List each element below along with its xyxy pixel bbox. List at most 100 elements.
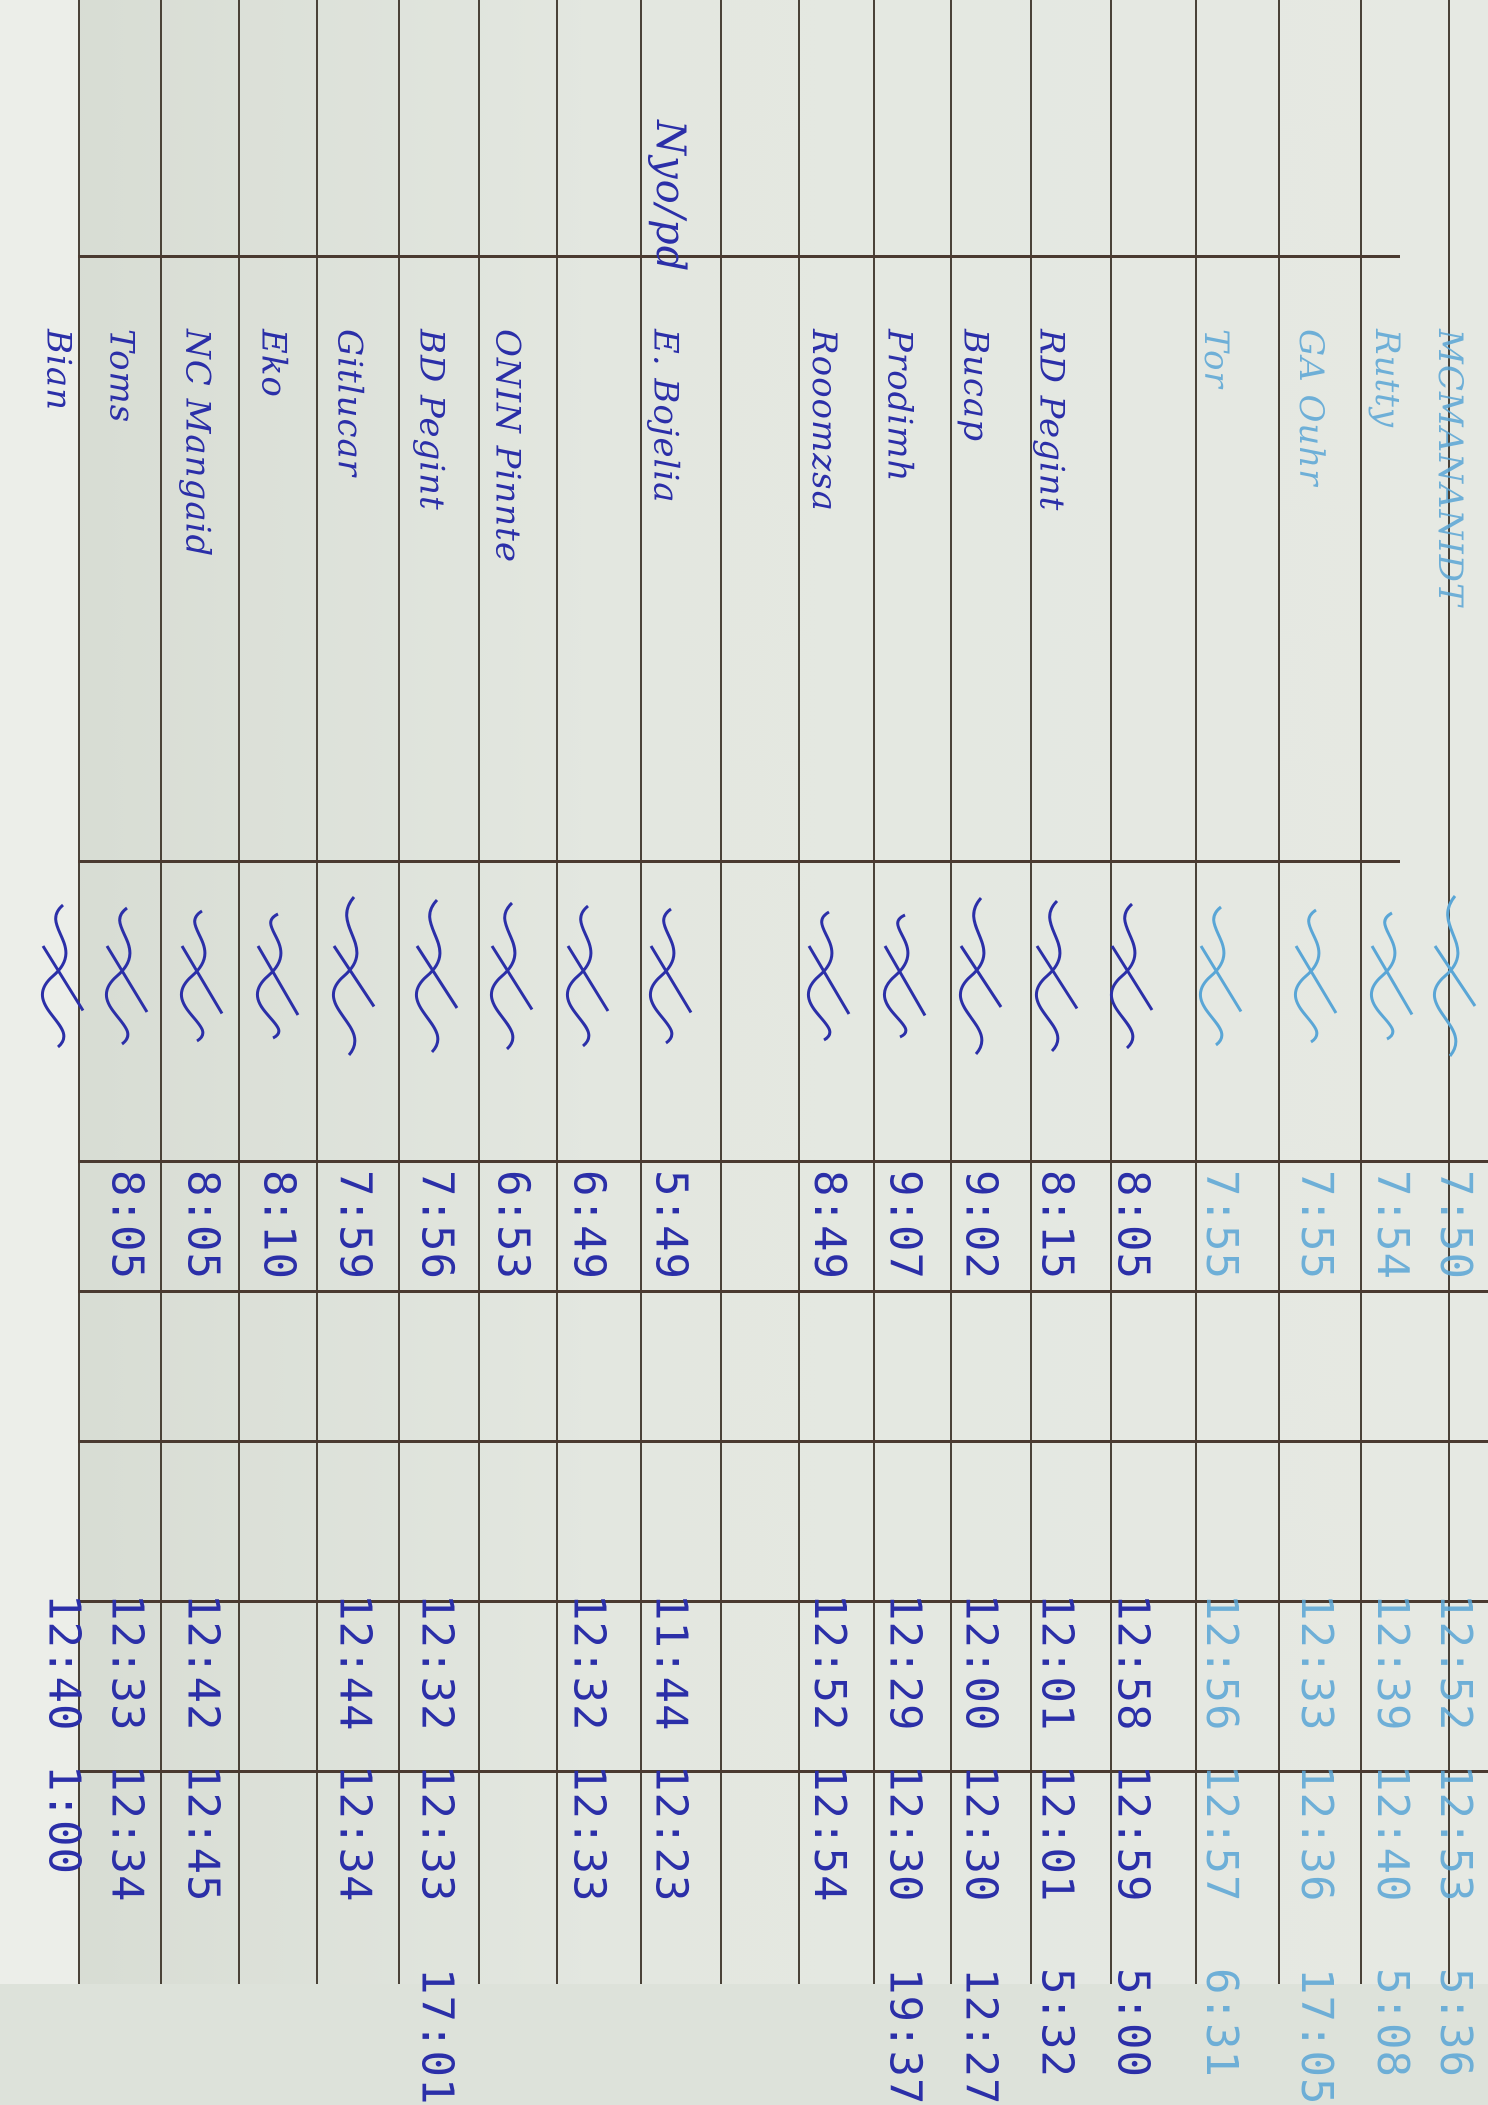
grid-line [78, 860, 1400, 863]
signature-icon [958, 896, 1002, 1055]
grid-line [78, 1440, 1488, 1443]
grid-line [78, 1600, 1488, 1603]
time-in-cell: 9:02 [955, 1170, 1007, 1281]
lunch-out-cell: 12:44 [329, 1594, 381, 1732]
name-cell: ONIN Pinnte [487, 328, 528, 563]
time-in-cell: 9:07 [879, 1170, 931, 1281]
name-cell: Gitlucar [329, 328, 370, 478]
signature-icon [1293, 908, 1338, 1043]
lunch-out-cell: 12:52 [803, 1594, 855, 1732]
lunch-in-cell: 12:23 [645, 1765, 697, 1903]
grid-line [798, 0, 800, 1984]
name-cell: NC Mangaid [177, 328, 218, 558]
time-out-cell: 5:08 [1366, 1967, 1418, 2078]
time-in-cell: 7:59 [329, 1170, 381, 1281]
signature-icon [332, 895, 376, 1056]
name-cell: MCMANANIDT [1430, 328, 1471, 607]
lunch-out-cell: 12:00 [955, 1594, 1007, 1732]
signature-icon [806, 910, 851, 1042]
signature-icon [180, 909, 224, 1042]
lunch-in-cell: 12:34 [101, 1765, 153, 1903]
grid-line [556, 0, 558, 1984]
time-in-cell: 7:50 [1430, 1170, 1482, 1281]
time-in-cell: 8:05 [177, 1170, 229, 1281]
lunch-out-cell: 12:32 [411, 1594, 463, 1732]
lunch-out-cell: 12:40 [38, 1594, 90, 1732]
time-out-cell: 5:00 [1107, 1967, 1159, 2078]
lunch-in-cell: 12:34 [329, 1765, 381, 1903]
signature-icon [882, 913, 926, 1039]
time-in-cell: 8:15 [1031, 1170, 1083, 1281]
lunch-out-cell: 12:39 [1366, 1594, 1418, 1732]
lunch-in-cell: 12:45 [177, 1765, 229, 1903]
lunch-out-cell: 11:44 [645, 1594, 697, 1732]
lunch-in-cell: 12:59 [1107, 1765, 1159, 1903]
signature-icon [414, 898, 458, 1053]
grid-line [1360, 0, 1362, 1984]
name-cell: Tor [1196, 328, 1237, 389]
lunch-in-cell: 12:30 [955, 1765, 1007, 1903]
time-out-cell: 17:01 [411, 1967, 463, 2105]
signature-icon [566, 904, 610, 1047]
name-cell: Bian [38, 328, 79, 411]
lunch-in-cell: 12:33 [411, 1765, 463, 1903]
grid-line [78, 0, 80, 1984]
grid-line [640, 0, 642, 1984]
lunch-in-cell: 12:36 [1290, 1765, 1342, 1903]
lunch-out-cell: 12:58 [1107, 1594, 1159, 1732]
lunch-out-cell: 12:33 [101, 1594, 153, 1732]
grid-line [1195, 0, 1197, 1984]
time-in-cell: 5:49 [645, 1170, 697, 1281]
grid-line [78, 1160, 1488, 1163]
time-out-cell: 12:27 [955, 1967, 1007, 2105]
signature-icon [104, 906, 148, 1045]
time-out-cell: 17:05 [1290, 1967, 1342, 2105]
time-in-cell: 6:53 [487, 1170, 539, 1281]
time-in-cell: 8:10 [253, 1170, 305, 1281]
lunch-out-cell: 12:42 [177, 1594, 229, 1732]
signature-icon [648, 907, 692, 1044]
lunch-in-cell: 12:40 [1366, 1765, 1418, 1903]
name-cell: Rutty [1366, 328, 1407, 428]
lunch-out-cell: 12:33 [1290, 1594, 1342, 1732]
grid-line [1448, 0, 1450, 1984]
lunch-out-cell: 12:29 [879, 1594, 931, 1732]
time-in-cell: 8:05 [101, 1170, 153, 1281]
grid-line [78, 1290, 1488, 1293]
time-out-cell: 19:37 [879, 1967, 931, 2105]
name-cell: Bucap [955, 328, 996, 442]
grid-line [160, 0, 162, 1984]
signature-icon [256, 912, 300, 1040]
grid-line [78, 1770, 1488, 1773]
lunch-in-cell: 12:53 [1430, 1765, 1482, 1903]
time-out-cell: 6:31 [1196, 1967, 1248, 2078]
lunch-out-cell: 12:52 [1430, 1594, 1482, 1732]
signature-icon [1369, 911, 1414, 1041]
grid-line [873, 0, 875, 1984]
name-cell: Toms [101, 328, 142, 424]
signature-icon [490, 901, 534, 1050]
time-in-cell: 6:49 [563, 1170, 615, 1281]
name-cell: BD Pegint [411, 328, 452, 511]
time-in-cell: 7:55 [1196, 1170, 1248, 1281]
lunch-out-cell: 12:56 [1196, 1594, 1248, 1732]
time-in-cell: 7:54 [1366, 1170, 1418, 1281]
time-in-cell: 8:49 [803, 1170, 855, 1281]
grid-line [398, 0, 400, 1984]
grid-line [1030, 0, 1032, 1984]
signature-icon [1198, 905, 1243, 1046]
lunch-in-cell: 12:54 [803, 1765, 855, 1903]
signature-icon [1110, 902, 1154, 1049]
time-out-cell: 5:36 [1430, 1967, 1482, 2078]
name-cell: Eko [253, 328, 294, 398]
signature-icon [41, 903, 85, 1048]
lunch-in-cell: 12:33 [563, 1765, 615, 1903]
grid-line [478, 0, 480, 1984]
header-note: Nyo/pd [647, 120, 693, 273]
lunch-in-cell: 12:01 [1031, 1765, 1083, 1903]
page-margin [0, 0, 78, 1984]
lunch-in-cell: 1:00 [38, 1765, 90, 1876]
grid-line [950, 0, 952, 1984]
grid-line [1278, 0, 1280, 1984]
